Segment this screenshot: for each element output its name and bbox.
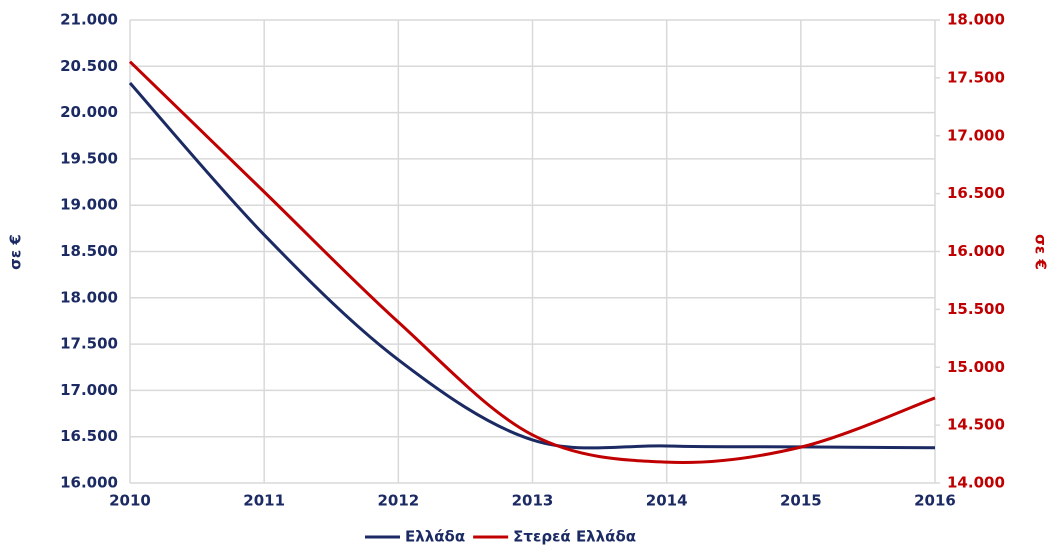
x-tick-label: 2016	[914, 492, 956, 510]
x-tick-label: 2012	[377, 492, 419, 510]
x-tick-label: 2013	[512, 492, 554, 510]
y-tick-label: 17.000	[60, 381, 118, 399]
y-tick-label: 19.500	[60, 149, 118, 167]
y-tick-label: 16.500	[60, 427, 118, 445]
x-tick-label: 2011	[243, 492, 285, 510]
y2-tick-label: 15.000	[947, 358, 1005, 376]
y-tick-label: 19.000	[60, 196, 118, 214]
y2-tick-label: 16.000	[947, 242, 1005, 260]
y2-tick-label: 17.000	[947, 126, 1005, 144]
legend-label: Ελλάδα	[405, 528, 465, 546]
y2-axis-label: σε €	[1032, 234, 1050, 270]
y-tick-label: 20.000	[60, 103, 118, 121]
y-tick-label: 16.000	[60, 474, 118, 492]
y2-tick-label: 14.500	[947, 416, 1005, 434]
y-tick-label: 18.500	[60, 242, 118, 260]
legend-label: Στερεά Ελλάδα	[513, 528, 636, 546]
y-tick-label: 21.000	[60, 11, 118, 29]
y2-tick-label: 17.500	[947, 68, 1005, 86]
y2-tick-label: 18.000	[947, 11, 1005, 29]
x-tick-label: 2010	[109, 492, 151, 510]
x-tick-label: 2014	[646, 492, 688, 510]
y-axis-label: σε €	[7, 234, 25, 270]
y-tick-label: 20.500	[60, 57, 118, 75]
x-tick-label: 2015	[780, 492, 822, 510]
y2-tick-label: 15.500	[947, 300, 1005, 318]
series-line	[128, 60, 936, 464]
y2-tick-label: 16.500	[947, 184, 1005, 202]
y-tick-label: 18.000	[60, 288, 118, 306]
y2-tick-label: 14.000	[947, 474, 1005, 492]
y-tick-label: 17.500	[60, 335, 118, 353]
